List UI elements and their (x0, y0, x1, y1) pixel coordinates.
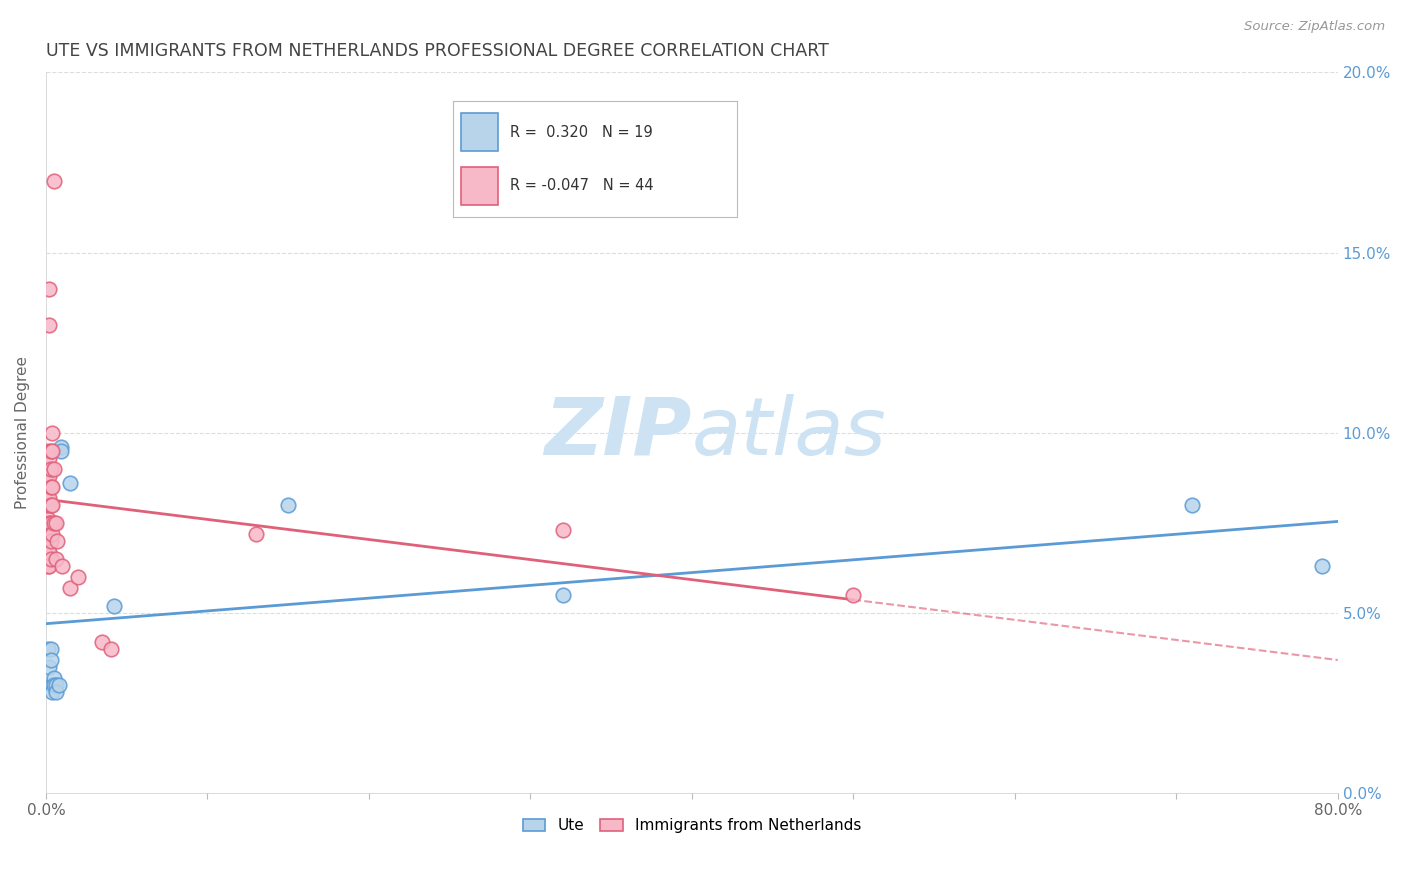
Point (39, 443, 62, 458)
Point (38, 516, 60, 530)
Point (39, 653, 62, 667)
Point (38, 469, 60, 483)
Point (37, 498, 59, 512)
Point (100, 641, 122, 656)
Point (245, 526, 267, 541)
Point (67, 570, 90, 584)
Point (37, 559, 59, 574)
Point (39, 533, 62, 548)
Point (49, 443, 72, 458)
Point (38, 526, 60, 541)
Point (45, 551, 67, 566)
Text: Source: ZipAtlas.com: Source: ZipAtlas.com (1244, 20, 1385, 33)
Point (37, 512, 59, 526)
Point (37, 641, 59, 656)
Point (41, 526, 63, 541)
Point (45, 516, 67, 530)
Point (45, 685, 67, 699)
Point (103, 599, 125, 613)
Text: atlas: atlas (692, 393, 887, 472)
Point (59, 476, 82, 491)
Point (49, 440, 72, 454)
Legend: Ute, Immigrants from Netherlands: Ute, Immigrants from Netherlands (516, 813, 868, 839)
Point (39, 480, 62, 494)
Text: ZIP: ZIP (544, 393, 692, 472)
Point (38, 318, 60, 332)
Point (38, 660, 60, 674)
Point (48, 678, 70, 692)
Point (39, 461, 62, 475)
Point (37, 541, 59, 555)
Point (38, 450, 60, 465)
Point (42, 461, 65, 475)
Point (37, 461, 59, 475)
Point (51, 559, 73, 574)
Point (41, 425, 63, 440)
Y-axis label: Professional Degree: Professional Degree (15, 356, 30, 509)
Point (41, 498, 63, 512)
Point (277, 498, 299, 512)
Point (842, 588, 865, 602)
Point (42, 173, 65, 187)
Point (38, 491, 60, 505)
Point (42, 678, 65, 692)
Point (41, 685, 63, 699)
Point (38, 282, 60, 296)
Point (42, 516, 65, 530)
Point (39, 516, 62, 530)
Point (38, 544, 60, 558)
Point (91, 634, 114, 648)
Text: UTE VS IMMIGRANTS FROM NETHERLANDS PROFESSIONAL DEGREE CORRELATION CHART: UTE VS IMMIGRANTS FROM NETHERLANDS PROFE… (46, 42, 830, 60)
Point (1310, 559, 1333, 574)
Point (39, 551, 62, 566)
Point (41, 443, 63, 458)
Point (37, 526, 59, 541)
Point (37, 476, 59, 491)
Point (38, 559, 60, 574)
Point (45, 678, 67, 692)
Point (37, 443, 59, 458)
Point (41, 480, 63, 494)
Point (551, 588, 574, 602)
Point (551, 523, 574, 537)
Point (59, 581, 82, 595)
Point (42, 671, 65, 685)
Point (39, 641, 62, 656)
Point (39, 498, 62, 512)
Point (1181, 498, 1204, 512)
Point (37, 491, 59, 505)
Point (46, 533, 69, 548)
Point (41, 678, 63, 692)
